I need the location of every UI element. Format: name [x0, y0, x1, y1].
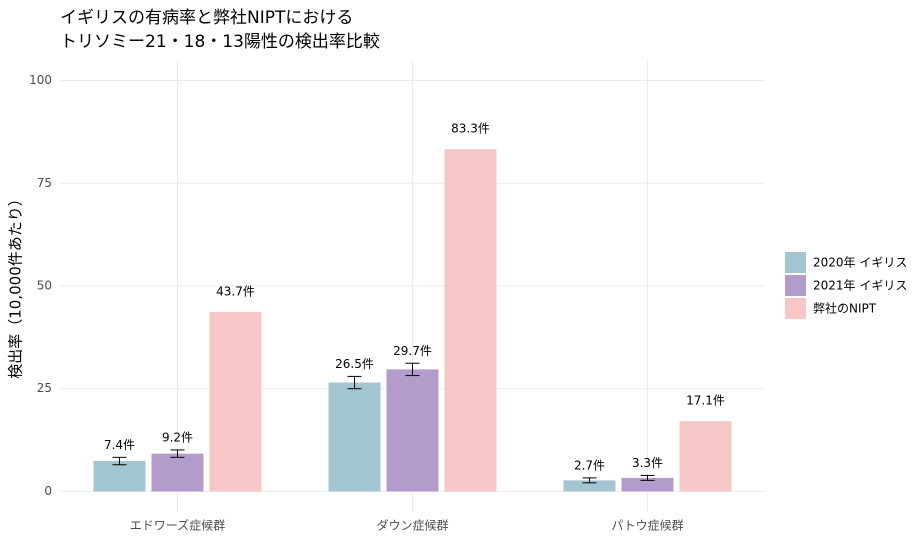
y-tick-label: 0	[44, 484, 52, 498]
value-label: 3.3件	[632, 456, 663, 470]
value-label: 83.3件	[451, 122, 490, 136]
bar	[444, 149, 497, 492]
bar	[563, 480, 616, 492]
error-bar	[640, 474, 655, 481]
chart-title: トリソミー21・18・13陽性の検出率比較	[60, 32, 380, 52]
y-axis-label: 検出率（10,000件あたり）	[7, 191, 25, 379]
y-tick-label: 100	[29, 73, 52, 87]
legend-label: 弊社のNIPT	[813, 301, 877, 316]
value-label: 7.4件	[104, 438, 135, 452]
error-bar	[170, 449, 185, 458]
bar	[621, 477, 674, 492]
error-bar	[405, 362, 420, 377]
bar	[209, 311, 262, 492]
x-tick-label: エドワーズ症候群	[130, 518, 225, 533]
value-label: 9.2件	[162, 430, 193, 444]
bar	[386, 369, 439, 492]
legend-key	[785, 298, 806, 319]
y-tick-label: 25	[37, 381, 52, 395]
error-bar	[347, 375, 362, 390]
chart-title: イギリスの有病率と弊社NIPTにおける	[60, 8, 353, 28]
legend-key	[785, 252, 806, 273]
y-tick-label: 50	[37, 279, 52, 293]
x-tick-label: ダウン症候群	[376, 518, 448, 533]
legend-label: 2021年 イギリス	[813, 279, 907, 293]
value-label: 17.1件	[686, 394, 725, 408]
value-label: 2.7件	[574, 458, 605, 472]
y-tick-label: 75	[37, 176, 52, 190]
legend-label: 2020年 イギリス	[813, 256, 907, 270]
bar	[328, 382, 381, 492]
bar	[93, 461, 146, 492]
error-bar	[582, 477, 597, 484]
error-bar	[112, 456, 127, 466]
legend-key	[785, 275, 806, 296]
value-label: 29.7件	[393, 344, 432, 358]
x-tick-label: パトウ症候群	[611, 518, 683, 533]
bar	[679, 421, 732, 492]
bar	[151, 453, 204, 492]
value-label: 43.7件	[216, 284, 255, 298]
value-label: 26.5件	[335, 357, 374, 371]
